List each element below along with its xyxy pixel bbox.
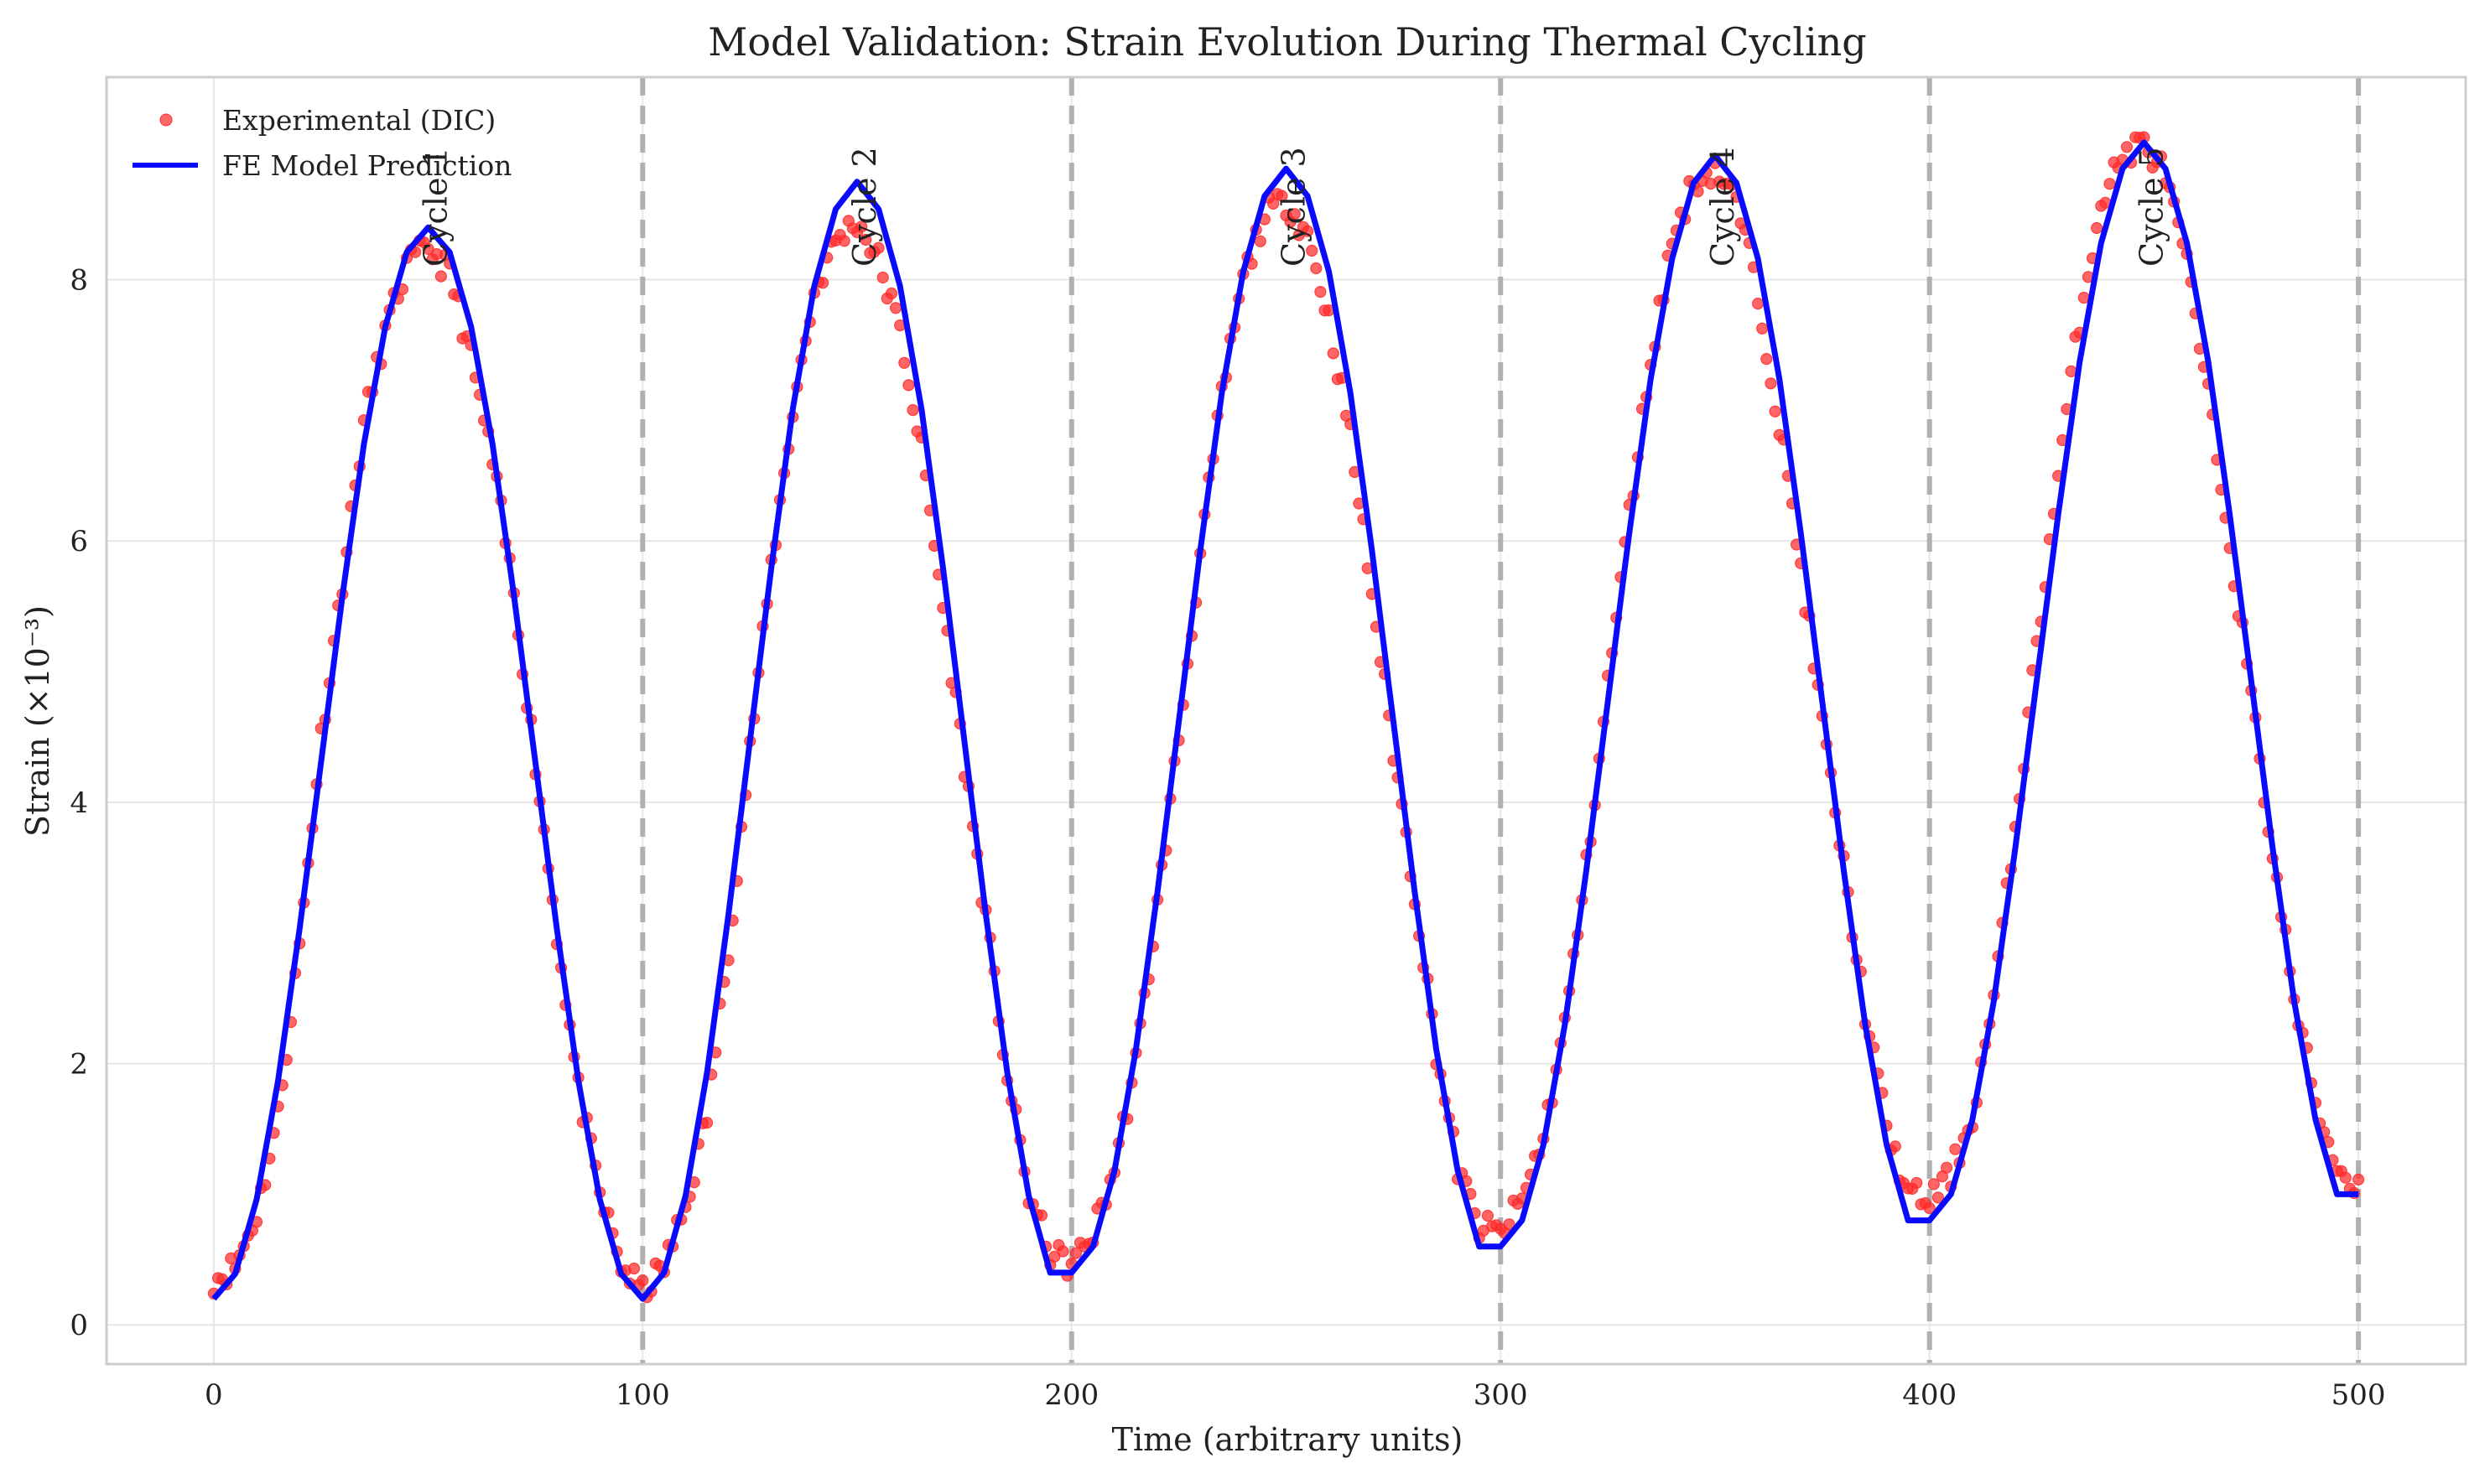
y-axis-title: Strain (×10⁻³) — [19, 605, 56, 837]
data-point — [1889, 1140, 1901, 1153]
cycle-annotations: Cycle 1 Cycle 2 Cycle 3 Cycle 4 Cycle 5 — [418, 147, 2170, 267]
data-point — [2120, 141, 2134, 153]
data-point — [1756, 322, 1769, 335]
data-point — [1048, 1250, 1061, 1263]
data-point — [434, 270, 448, 283]
data-point — [876, 271, 889, 284]
series-line-model — [211, 139, 2359, 1302]
cycle-annotation: Cycle 5 — [2133, 147, 2170, 267]
data-point — [700, 1116, 714, 1129]
legend-label-experimental: Experimental (DIC) — [222, 104, 496, 137]
data-point — [1276, 189, 1288, 202]
legend: Experimental (DIC) FE Model Prediction — [133, 104, 512, 182]
data-point — [902, 379, 915, 392]
data-point — [1481, 1209, 1495, 1222]
legend-label-model: FE Model Prediction — [222, 149, 512, 182]
data-point — [838, 235, 850, 247]
data-point — [1931, 1191, 1944, 1204]
cycle-annotation: Cycle 3 — [1276, 147, 1313, 267]
plot-frame — [105, 75, 2467, 1366]
data-point — [1301, 225, 1314, 237]
y-tick-label: 6 — [70, 525, 88, 558]
data-point — [2339, 1171, 2352, 1184]
data-point — [1910, 1176, 1923, 1190]
y-tick-label: 8 — [70, 264, 88, 298]
data-point — [637, 1274, 649, 1287]
data-point — [889, 302, 902, 314]
x-tick-label: 500 — [2331, 1378, 2386, 1412]
y-tick-label: 4 — [70, 786, 88, 820]
data-point — [1288, 208, 1301, 221]
y-tick-label: 2 — [70, 1048, 88, 1082]
data-point — [1057, 1245, 1069, 1258]
data-point — [860, 233, 872, 246]
data-point — [1927, 1178, 1940, 1191]
cycle-annotation: Cycle 2 — [846, 147, 883, 267]
data-point — [2103, 178, 2116, 190]
y-tick-label: 0 — [70, 1309, 88, 1342]
x-tick-label: 100 — [616, 1378, 670, 1412]
data-point — [1760, 353, 1773, 366]
data-point — [1941, 1161, 1953, 1174]
data-point — [1069, 1247, 1083, 1259]
data-point — [872, 241, 885, 254]
x-tick-label: 200 — [1044, 1378, 1099, 1412]
data-point — [1769, 405, 1781, 418]
data-point — [1306, 244, 1318, 257]
data-point — [2091, 221, 2103, 235]
data-point — [1310, 262, 1323, 275]
data-point — [855, 221, 868, 233]
x-tick-label: 400 — [1902, 1378, 1957, 1412]
data-point — [2352, 1173, 2365, 1186]
data-point — [1254, 235, 1266, 247]
chart-title: Model Validation: Strain Evolution Durin… — [708, 19, 1867, 65]
x-axis-title: Time (arbitrary units) — [1112, 1421, 1463, 1458]
cycle-boundaries — [640, 77, 2362, 1364]
data-point — [422, 242, 434, 255]
x-tick-label: 0 — [205, 1378, 223, 1412]
data-point — [1752, 298, 1765, 310]
x-tick-label: 300 — [1474, 1378, 1528, 1412]
data-point — [1949, 1143, 1962, 1155]
model-series — [211, 139, 2359, 1302]
cycle-annotation: Cycle 4 — [1704, 147, 1741, 267]
data-point — [627, 1262, 641, 1275]
data-point — [1503, 1218, 1515, 1231]
data-point — [907, 404, 919, 417]
data-point — [1314, 286, 1327, 298]
plot-area — [107, 77, 2466, 1364]
data-point — [1765, 377, 1777, 390]
y-axis-ticks: 0 2 4 6 8 — [70, 264, 88, 1343]
data-point — [1267, 197, 1280, 210]
data-point — [1923, 1201, 1936, 1215]
legend-marker-experimental — [159, 113, 173, 127]
data-point — [885, 287, 898, 300]
data-point — [1327, 347, 1339, 360]
cycle-annotation: Cycle 1 — [418, 147, 455, 267]
data-point — [898, 356, 911, 369]
x-axis-ticks: 0 100 200 300 400 500 — [205, 1378, 2386, 1412]
